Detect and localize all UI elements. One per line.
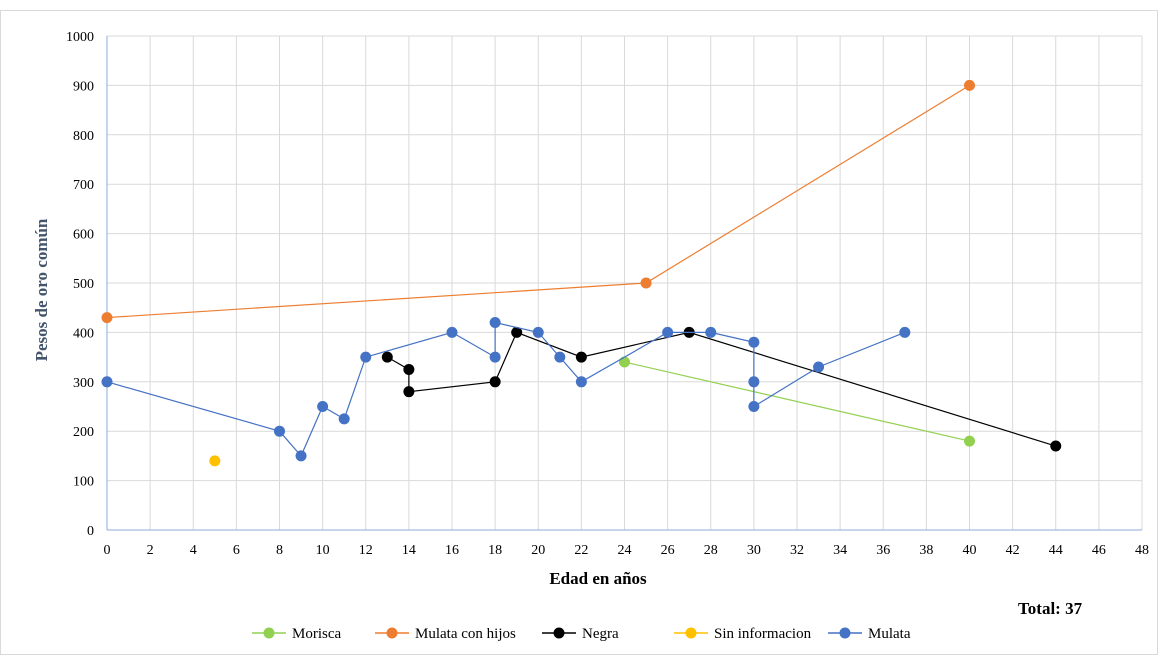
x-tick-label: 22: [574, 543, 588, 558]
data-point-mulata: [748, 401, 760, 412]
x-tick-label: 48: [1135, 543, 1149, 558]
axes: [106, 36, 1142, 531]
legend-label-mulata-con-hijos: Mulata con hijos: [415, 626, 516, 642]
legend-marker-negra: [553, 627, 565, 639]
x-tick-label: 4: [190, 543, 197, 558]
data-point-mulata: [101, 376, 113, 388]
data-point-mulata: [446, 326, 458, 338]
x-tick-label: 42: [1006, 543, 1020, 558]
data-point-mulata-con-hijos: [640, 277, 652, 289]
x-tick-label: 18: [488, 543, 502, 558]
x-tick-label: 8: [276, 543, 283, 558]
x-axis-title: Edad en años: [549, 569, 647, 588]
y-tick-label: 700: [73, 178, 94, 193]
data-point-mulata: [748, 336, 760, 348]
data-point-mulata: [813, 361, 825, 373]
data-point-negra: [403, 386, 415, 398]
x-tick-label: 14: [402, 543, 416, 558]
y-tick-label: 200: [73, 425, 94, 440]
data-point-negra: [575, 351, 587, 363]
data-point-mulata-con-hijos: [101, 312, 113, 324]
data-point-negra: [489, 376, 501, 388]
y-tick-label: 800: [73, 129, 94, 144]
data-point-mulata: [489, 351, 501, 363]
data-point-mulata: [295, 450, 307, 462]
legend-item-mulata-con-hijos: Mulata con hijos: [375, 626, 516, 642]
x-tick-label: 16: [445, 543, 459, 558]
series-line-morisca: [624, 361, 970, 442]
x-tick-label: 38: [919, 543, 933, 558]
data-point-mulata: [662, 326, 674, 338]
x-tick-label: 32: [790, 543, 804, 558]
x-tick-label: 24: [618, 543, 632, 558]
data-point-negra: [381, 351, 393, 363]
y-axis-title: Pesos de oro común: [32, 218, 51, 361]
data-point-mulata: [705, 326, 717, 338]
legend-item-negra: Negra: [542, 626, 619, 642]
legend-item-mulata: Mulata: [828, 626, 911, 642]
data-point-negra: [1050, 440, 1062, 452]
series-sin-informacion: [209, 455, 221, 467]
x-tick-label: 6: [233, 543, 240, 558]
legend-marker-mulata: [839, 627, 851, 639]
x-tick-label: 40: [963, 543, 977, 558]
legend-marker-sin-informacion: [685, 627, 697, 639]
x-tick-label: 12: [359, 543, 373, 558]
legend-label-morisca: Morisca: [292, 626, 341, 642]
x-tick-label: 28: [704, 543, 718, 558]
x-tick-label: 36: [876, 543, 890, 558]
legend: Morisca Mulata con hijos Negra Sin informac…: [252, 626, 911, 642]
legend-label-mulata: Mulata: [868, 626, 911, 642]
legend-marker-morisca: [263, 627, 275, 639]
x-tick-label: 10: [316, 543, 330, 558]
data-point-mulata: [554, 351, 566, 363]
data-point-mulata: [899, 326, 911, 338]
data-point-mulata: [489, 317, 501, 329]
data-point-mulata: [748, 376, 760, 388]
data-point-morisca: [619, 356, 630, 368]
y-tick-label: 900: [73, 79, 94, 94]
legend-marker-mulata-con-hijos: [386, 627, 398, 639]
legend-label-negra: Negra: [582, 626, 619, 642]
x-tick-label: 30: [747, 543, 761, 558]
y-tick-label: 300: [73, 376, 94, 391]
data-point-mulata-con-hijos: [964, 79, 975, 91]
gridlines: [107, 35, 1143, 530]
x-tick-label: 0: [104, 543, 111, 558]
series-morisca: [619, 356, 975, 447]
data-point-negra: [403, 363, 415, 375]
data-point-negra: [511, 326, 523, 338]
data-point-mulata: [274, 425, 285, 437]
data-point-mulata: [338, 413, 350, 425]
legend-item-morisca: Morisca: [252, 626, 341, 642]
series-mulata: [101, 317, 911, 462]
x-tick-label: 34: [833, 543, 847, 558]
series-mulata-con-hijos: [101, 79, 975, 324]
y-tick-label: 1000: [66, 30, 94, 45]
legend-label-sin-informacion: Sin informacion: [714, 626, 812, 642]
data-point-mulata: [532, 326, 544, 338]
x-tick-label: 46: [1092, 543, 1106, 558]
data-point-mulata: [360, 351, 372, 363]
total-annotation: Total: 37: [1018, 599, 1083, 618]
series-layer: [101, 79, 1062, 467]
data-point-sin-informacion: [209, 455, 221, 467]
y-tick-label: 500: [73, 277, 94, 292]
x-tick-label: 44: [1049, 543, 1063, 558]
y-tick-label: 0: [87, 524, 94, 539]
x-tick-label: 20: [531, 543, 545, 558]
x-tick-label: 26: [661, 543, 675, 558]
y-tick-label: 400: [73, 326, 94, 341]
y-tick-label: 100: [73, 475, 94, 490]
x-tick-label: 2: [147, 543, 154, 558]
data-point-morisca: [964, 435, 975, 447]
legend-item-sin-informacion: Sin informacion: [674, 626, 812, 642]
y-tick-label: 600: [73, 228, 94, 243]
data-point-mulata: [317, 401, 329, 412]
data-point-mulata: [575, 376, 587, 388]
